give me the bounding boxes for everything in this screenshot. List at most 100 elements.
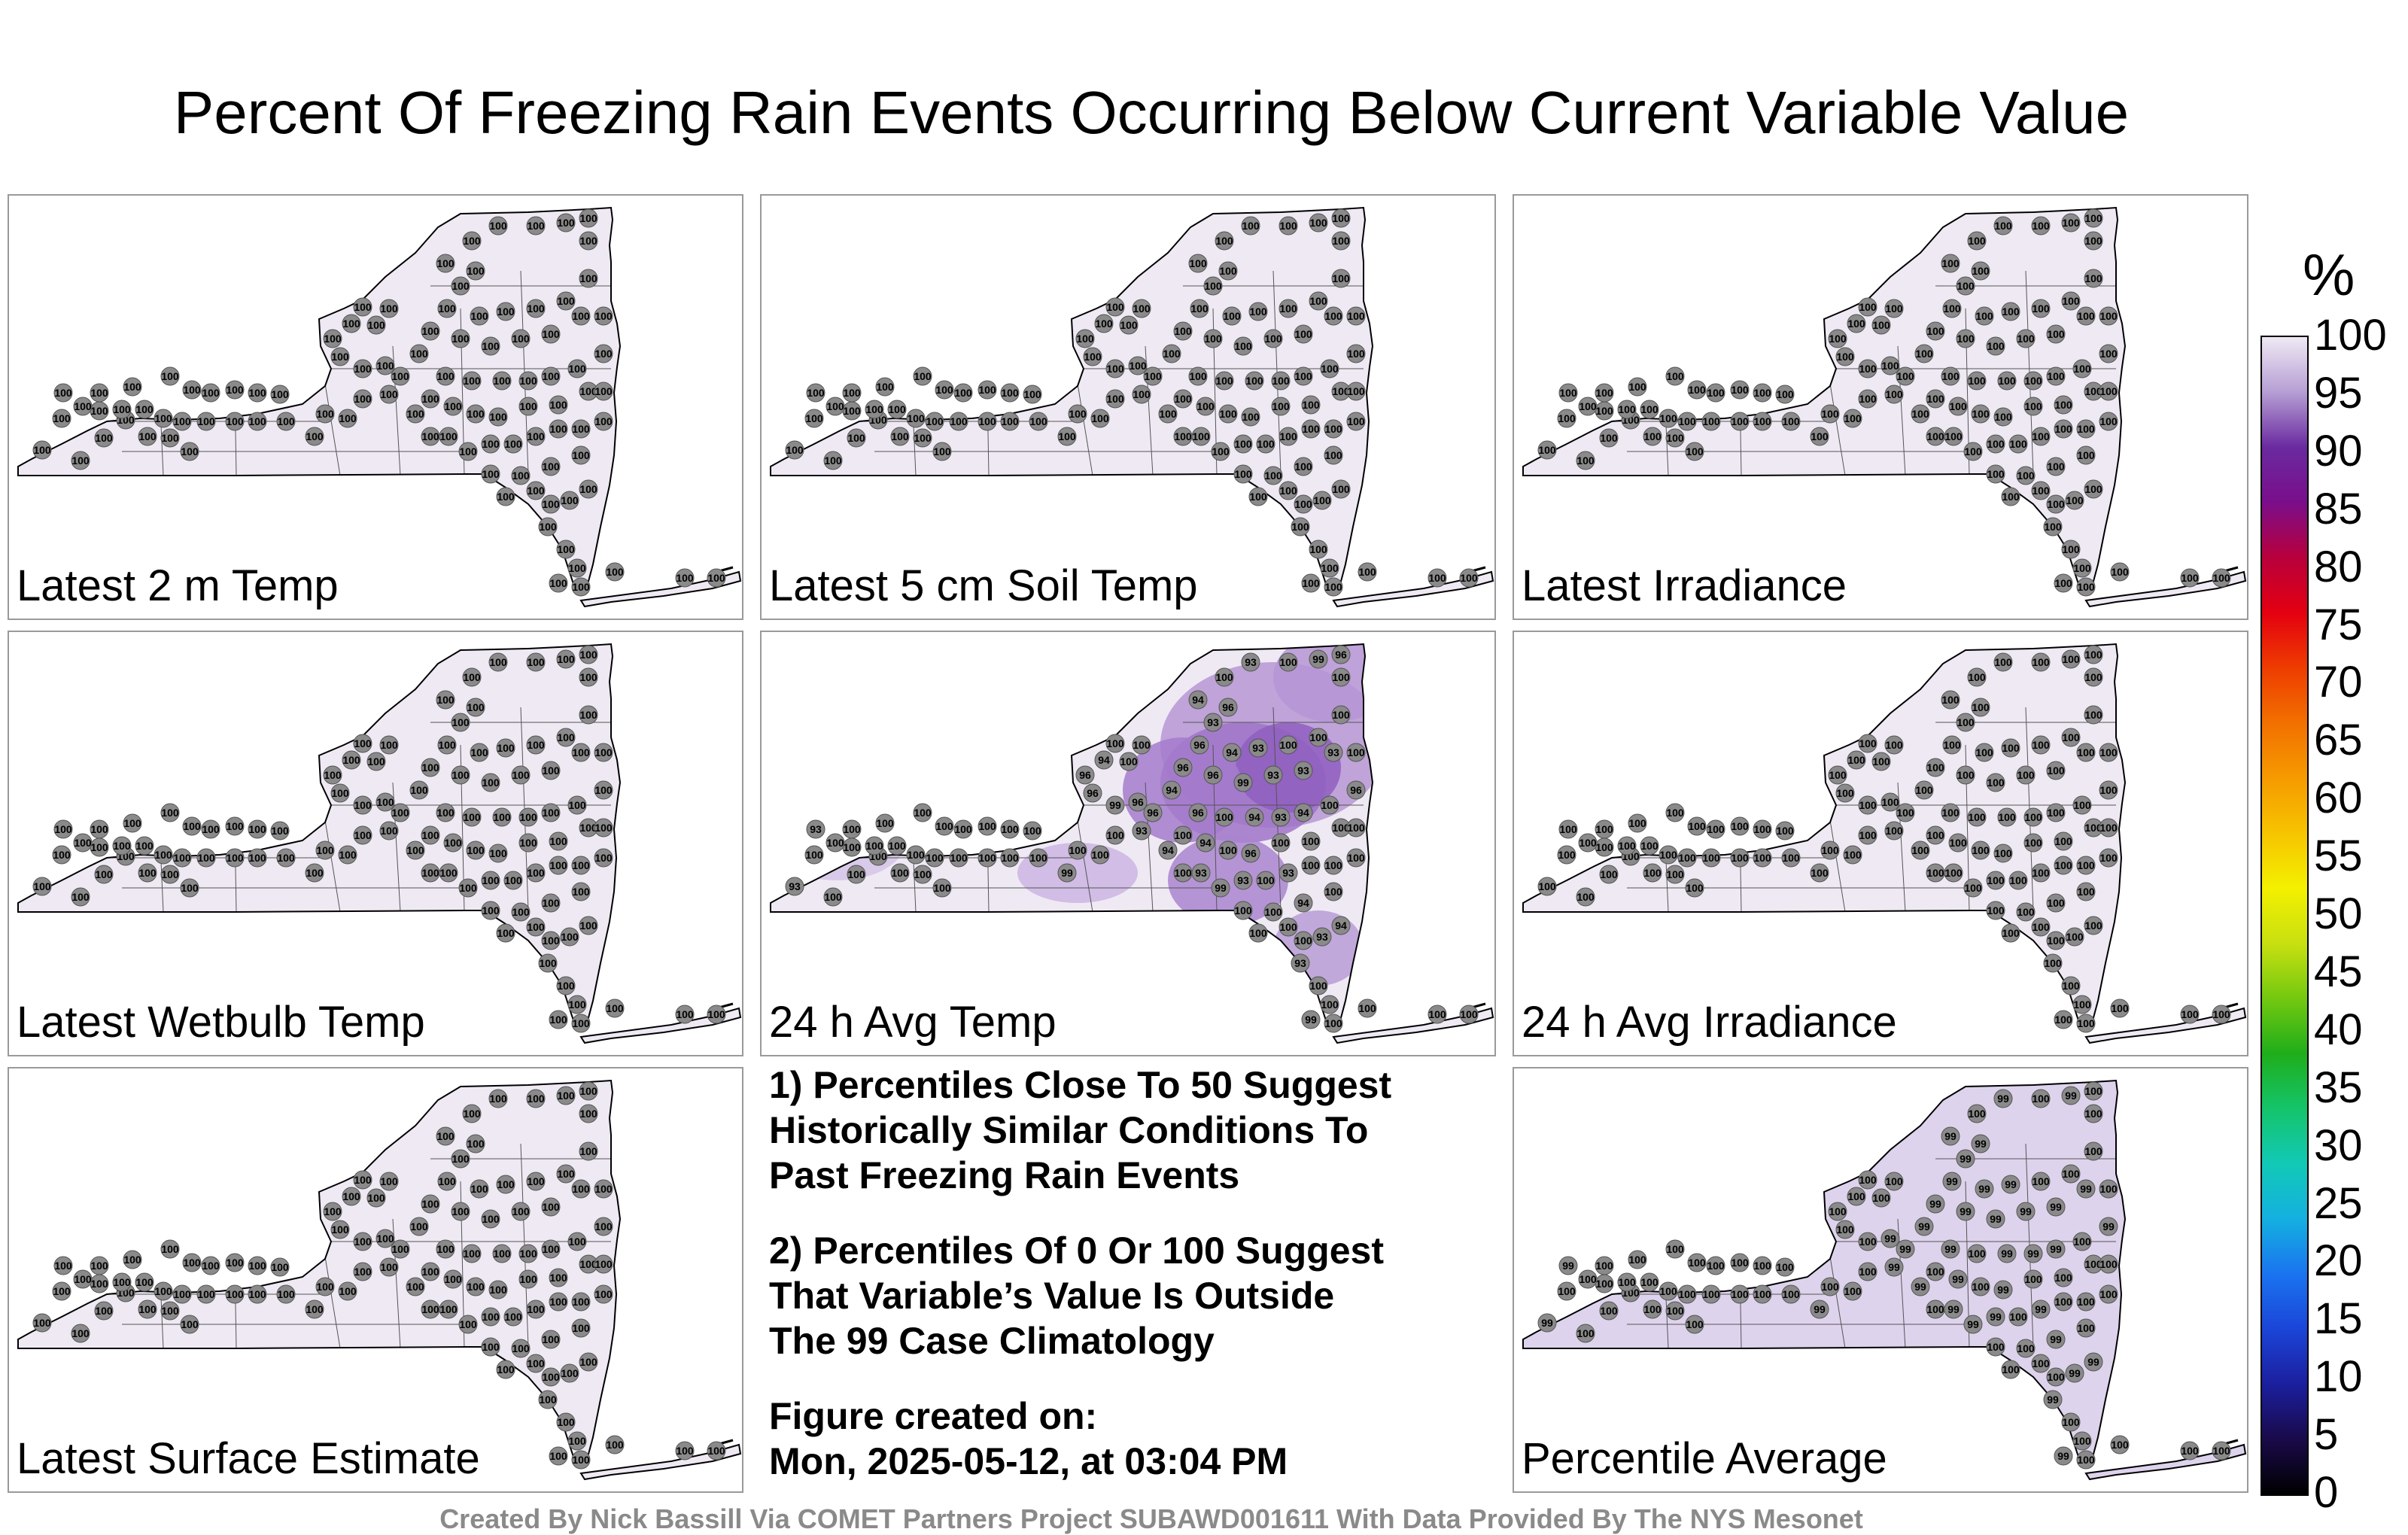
station-marker: 100 <box>1941 254 1960 273</box>
station-marker: 100 <box>1218 261 1238 281</box>
station-dot <box>1926 321 1945 341</box>
station-marker: 100 <box>2099 344 2118 363</box>
station-marker: 100 <box>462 231 482 251</box>
station-value: 100 <box>1215 235 1233 247</box>
station-marker: 99 <box>2046 1239 2066 1259</box>
station-value: 100 <box>161 370 179 382</box>
station-marker: 100 <box>1975 743 1994 762</box>
station-value: 100 <box>2077 886 2095 898</box>
station-value: 100 <box>2077 449 2095 461</box>
station-dot <box>1320 359 1339 378</box>
station-marker: 100 <box>1320 558 1339 578</box>
station-marker: 100 <box>160 366 180 386</box>
station-value: 100 <box>1659 412 1677 424</box>
station-value: 100 <box>181 1318 199 1330</box>
station-marker: 100 <box>1871 315 1891 335</box>
station-dot <box>1730 412 1750 431</box>
map-panel: 100 100 100 100 100 100 100 100 100 100 100 100 100 1… <box>8 631 743 1056</box>
station-marker: 100 <box>842 383 862 403</box>
station-dot <box>1997 807 2017 827</box>
station-dot <box>225 1253 245 1272</box>
station-dot <box>2065 491 2084 510</box>
station-dot <box>977 816 997 836</box>
station-value: 94 <box>1297 897 1309 909</box>
station-dot <box>1241 652 1260 672</box>
station-value: 100 <box>2084 919 2102 932</box>
station-value: 100 <box>1943 302 1961 315</box>
station-dot <box>556 213 576 233</box>
station-marker: 100 <box>1346 344 1366 363</box>
station-marker: 100 <box>2043 953 2063 973</box>
station-marker: 100 <box>1706 383 1725 403</box>
station-dot <box>1685 1315 1704 1334</box>
station-marker: 100 <box>842 837 862 857</box>
station-value: 100 <box>271 388 289 400</box>
colorbar-tick-label: 0 <box>2314 1468 2339 1517</box>
station-value: 100 <box>594 784 613 796</box>
station-marker: 99 <box>1942 1172 1962 1191</box>
station-value: 100 <box>2084 483 2102 495</box>
station-dot <box>518 397 538 416</box>
station-dot <box>406 404 425 424</box>
station-dot <box>1599 428 1619 448</box>
station-marker: 100 <box>466 698 485 717</box>
station-dot <box>1948 397 1968 416</box>
station-dot <box>436 1239 455 1259</box>
station-marker: 100 <box>2054 419 2073 439</box>
station-marker: 100 <box>567 1431 587 1451</box>
station-value: 100 <box>497 305 515 318</box>
station-marker: 100 <box>353 1232 372 1251</box>
station-dot <box>2099 1179 2118 1199</box>
station-value: 100 <box>1249 305 1267 318</box>
station-marker: 100 <box>443 1269 463 1289</box>
station-dot <box>366 1188 386 1208</box>
station-dot <box>571 1179 591 1199</box>
station-dot <box>865 836 884 856</box>
station-value: 100 <box>891 430 909 442</box>
station-dot <box>451 765 470 785</box>
station-marker: 100 <box>2212 1005 2231 1024</box>
station-dot <box>1331 916 1351 935</box>
station-dot <box>567 1431 587 1451</box>
station-dot <box>160 428 180 448</box>
station-marker: 100 <box>138 427 157 446</box>
station-value: 100 <box>549 423 567 435</box>
station-value: 100 <box>1885 302 1903 315</box>
station-dot <box>2099 1284 2118 1304</box>
station-marker: 100 <box>2061 976 2081 995</box>
station-value: 100 <box>1968 1248 1986 1260</box>
station-marker: 100 <box>1640 400 1659 419</box>
station-dot <box>567 359 587 378</box>
station-marker: 100 <box>1659 1281 1678 1301</box>
station-dot <box>1190 299 1209 318</box>
station-value: 100 <box>2054 1272 2072 1284</box>
station-value: 100 <box>1204 280 1222 292</box>
station-value: 100 <box>1324 1017 1342 1029</box>
station-value: 100 <box>2099 348 2118 360</box>
station-marker: 99 <box>2016 1202 2036 1221</box>
station-dot <box>1753 848 1772 868</box>
station-marker: 100 <box>1218 404 1238 424</box>
station-value: 100 <box>1595 823 1613 835</box>
station-dot <box>1858 297 1877 317</box>
station-marker: 100 <box>579 645 598 664</box>
station-value: 100 <box>1628 381 1646 393</box>
station-dot <box>1324 856 1343 875</box>
station-dot <box>1558 383 1578 403</box>
station-dot <box>443 397 463 416</box>
station-value: 100 <box>527 485 545 497</box>
station-marker: 99 <box>2099 1217 2118 1236</box>
station-marker: 100 <box>1558 383 1578 403</box>
station-dot <box>391 803 410 822</box>
station-value: 100 <box>181 445 199 457</box>
station-dot <box>2046 1367 2066 1387</box>
station-marker: 100 <box>842 401 862 421</box>
colorbar-tick-label: 15 <box>2314 1294 2363 1344</box>
station-marker: 100 <box>1537 877 1557 896</box>
station-marker: 96 <box>1346 780 1366 800</box>
station-dot <box>2099 818 2118 837</box>
station-value: 100 <box>1829 769 1847 781</box>
colorbar-tick-label: 60 <box>2314 774 2363 823</box>
station-marker: 100 <box>579 479 598 499</box>
station-dot <box>549 573 568 593</box>
